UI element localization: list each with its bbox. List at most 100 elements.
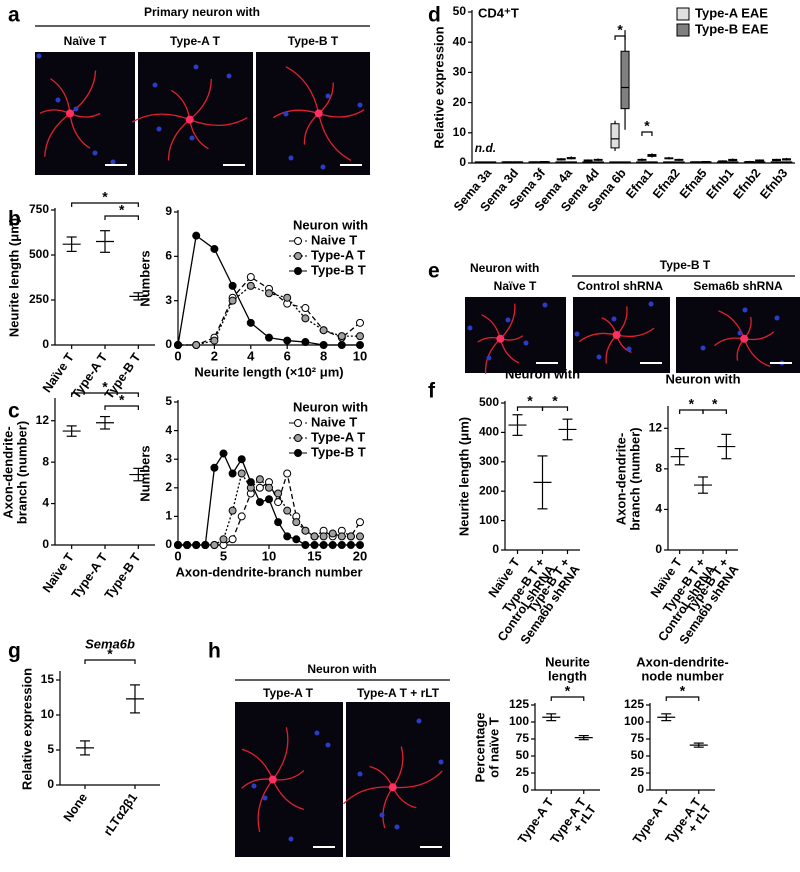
nucleus: [92, 150, 98, 156]
data-point: [310, 541, 319, 549]
y-axis-title: Numbers: [137, 250, 152, 306]
y-tick-label: 4: [42, 496, 49, 510]
y-tick-label: 10: [453, 125, 467, 139]
image-label: Type-A T + rLT: [357, 686, 440, 700]
y-axis-title: Axon-dendrite-: [0, 426, 15, 518]
neurite: [343, 786, 393, 805]
x-tick-label: 20: [353, 548, 367, 563]
y-axis-title: of naïve T: [486, 717, 501, 778]
data-point: [192, 341, 201, 349]
data-point: [210, 336, 219, 345]
data-point: [356, 332, 364, 341]
nucleus: [523, 340, 529, 346]
chart-title: Neuron with: [665, 371, 740, 386]
data-point: [183, 541, 192, 549]
image-label: Control shRNA: [577, 279, 663, 293]
data-point: [265, 289, 273, 298]
data-point: [356, 541, 364, 549]
significance-bracket: [665, 696, 700, 701]
neurite: [44, 112, 71, 157]
significance-bracket: [614, 35, 626, 40]
x-axis-title: Neurite length (×10² μm): [194, 364, 343, 379]
y-axis-title: branch (number): [627, 427, 642, 530]
data-point: [274, 518, 283, 527]
nucleus: [156, 126, 162, 132]
nucleus: [574, 331, 580, 337]
legend-marker: [294, 252, 302, 260]
significance-bracket: [541, 406, 569, 411]
nucleus: [700, 345, 706, 351]
x-tick-label: 8: [320, 348, 327, 363]
soma: [740, 334, 749, 343]
y-tick-label: 2: [165, 480, 172, 494]
data-point: [255, 498, 264, 507]
data-point: [237, 469, 246, 478]
y-tick-label: 20: [453, 95, 467, 109]
y-axis-title: branch (number): [14, 421, 29, 524]
data-point: [246, 318, 255, 327]
neurite: [285, 66, 320, 114]
image-label: Type-B T: [288, 34, 339, 48]
y-axis-title: Relative expression: [431, 26, 446, 148]
neurite: [382, 786, 394, 829]
y-tick-label: 0: [47, 777, 54, 791]
image-header: Neuron with: [307, 662, 376, 676]
data-point: [328, 541, 337, 549]
data-point: [337, 541, 346, 549]
data-point: [301, 314, 310, 323]
data-point: [337, 341, 346, 349]
soma: [496, 334, 505, 343]
x-tick-label: 0: [174, 348, 181, 363]
image-header: Primary neuron with: [144, 5, 260, 19]
y-axis-title: Relative expression: [19, 668, 34, 790]
significance-bracket: [641, 131, 653, 136]
soma: [185, 115, 194, 124]
nucleus: [416, 718, 422, 724]
nucleus: [467, 325, 473, 331]
micrograph: [256, 52, 370, 175]
y-tick-label: 6: [165, 249, 172, 263]
micrograph: [35, 52, 135, 175]
nucleus: [357, 102, 363, 108]
significance-bracket: [550, 696, 585, 701]
y-tick-label: 12: [36, 413, 50, 427]
y-axis-title: Neurite length (μm): [456, 417, 471, 536]
y-tick-label: 75: [631, 731, 645, 745]
legend-marker: [294, 237, 302, 245]
data-point: [283, 506, 292, 515]
nucleus: [596, 354, 602, 360]
significance-label: *: [689, 396, 695, 412]
nucleus: [36, 53, 42, 59]
data-point: [319, 541, 328, 549]
significance-label: *: [565, 683, 571, 699]
data-point: [301, 304, 310, 313]
y-axis-title: Neurite length (μm): [6, 218, 21, 337]
data-point: [283, 293, 292, 302]
legend-label: Naive T: [311, 414, 357, 429]
nucleus: [73, 106, 79, 112]
box: [610, 123, 620, 149]
significance-label: *: [552, 393, 558, 409]
soma: [612, 331, 621, 339]
nucleus: [152, 82, 158, 88]
data-point: [219, 449, 228, 458]
chart-title: Sema6b: [85, 636, 135, 651]
micrograph: [235, 702, 343, 857]
data-point: [292, 518, 301, 527]
legend-swatch: [676, 7, 690, 21]
y-tick-label: 4: [165, 423, 172, 437]
x-tick-label: Efna5: [677, 166, 710, 201]
y-tick-label: 0: [637, 782, 644, 796]
y-tick-label: 1: [165, 509, 172, 523]
panel-label: e: [428, 260, 440, 283]
chart-title: Axon-dendrite-: [636, 654, 728, 669]
y-tick-label: 750: [29, 202, 49, 216]
y-tick-label: 5: [165, 394, 172, 408]
legend-label: Type-A T: [311, 247, 365, 262]
box: [620, 50, 630, 110]
nucleus: [288, 155, 294, 161]
data-point: [356, 532, 364, 541]
nucleus: [314, 730, 320, 736]
x-tick-label: 0: [174, 548, 181, 563]
